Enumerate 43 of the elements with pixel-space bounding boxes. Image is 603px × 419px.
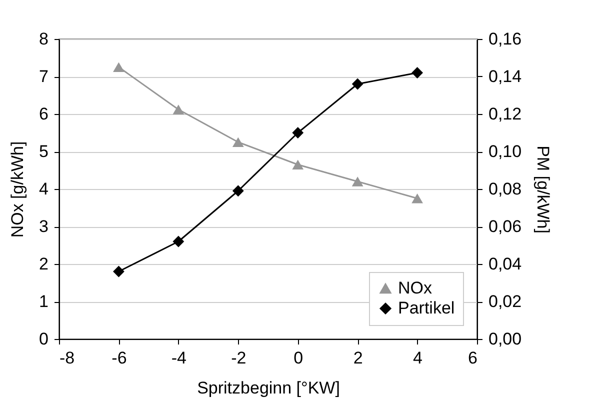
- y-axis-title: NOx [g/kWh]: [8, 141, 28, 238]
- x-tick-label: -4: [171, 348, 186, 368]
- point: [172, 104, 184, 114]
- point: [292, 160, 304, 170]
- y2-tick-label: 0,10: [488, 142, 522, 161]
- x-tick-label: 2: [353, 348, 363, 368]
- y2-tick-label: 0,16: [488, 30, 522, 48]
- y-tick-label: 7: [39, 67, 48, 86]
- y-tick-label: 6: [39, 104, 48, 124]
- y2-tick-label: 0,12: [488, 104, 522, 124]
- x-tick-label: -2: [231, 348, 246, 368]
- y-tick-label: 4: [39, 180, 48, 198]
- point: [172, 236, 184, 248]
- legend-label: Partikel: [398, 298, 455, 318]
- y-tick-label: 0: [39, 330, 48, 348]
- point: [412, 67, 423, 78]
- x-tick-label: 6: [468, 348, 478, 368]
- y-tick-label: 1: [39, 292, 48, 311]
- x-tick-label: -6: [112, 348, 127, 368]
- y-tick-label: 8: [39, 30, 48, 48]
- point: [412, 193, 423, 204]
- x-tick-label: 4: [413, 348, 423, 368]
- y2-tick-label: 0,08: [488, 180, 522, 198]
- y2-tick-label: 0,00: [488, 330, 522, 348]
- point: [352, 78, 364, 90]
- x-axis-title: Spritzbeginn [°KW]: [197, 378, 340, 398]
- point: [292, 127, 304, 138]
- x-tick-label: -8: [60, 348, 75, 368]
- y2-tick-label: 0,04: [488, 254, 522, 274]
- y-tick-label: 5: [39, 142, 48, 161]
- y2-tick-label: 0,06: [488, 217, 522, 236]
- point: [113, 266, 124, 278]
- point: [352, 176, 364, 186]
- point: [232, 185, 244, 197]
- y-tick-label: 3: [39, 217, 48, 236]
- y2-tick-label: 0,02: [488, 292, 522, 311]
- y2-tick-label: 0,14: [488, 67, 522, 86]
- legend-label: NOx: [398, 278, 432, 298]
- y2-axis-title: PM [g/kWh]: [534, 146, 553, 234]
- x-tick-label: 0: [294, 348, 304, 368]
- y-tick-label: 2: [39, 254, 48, 274]
- point: [232, 137, 244, 148]
- point: [113, 62, 124, 72]
